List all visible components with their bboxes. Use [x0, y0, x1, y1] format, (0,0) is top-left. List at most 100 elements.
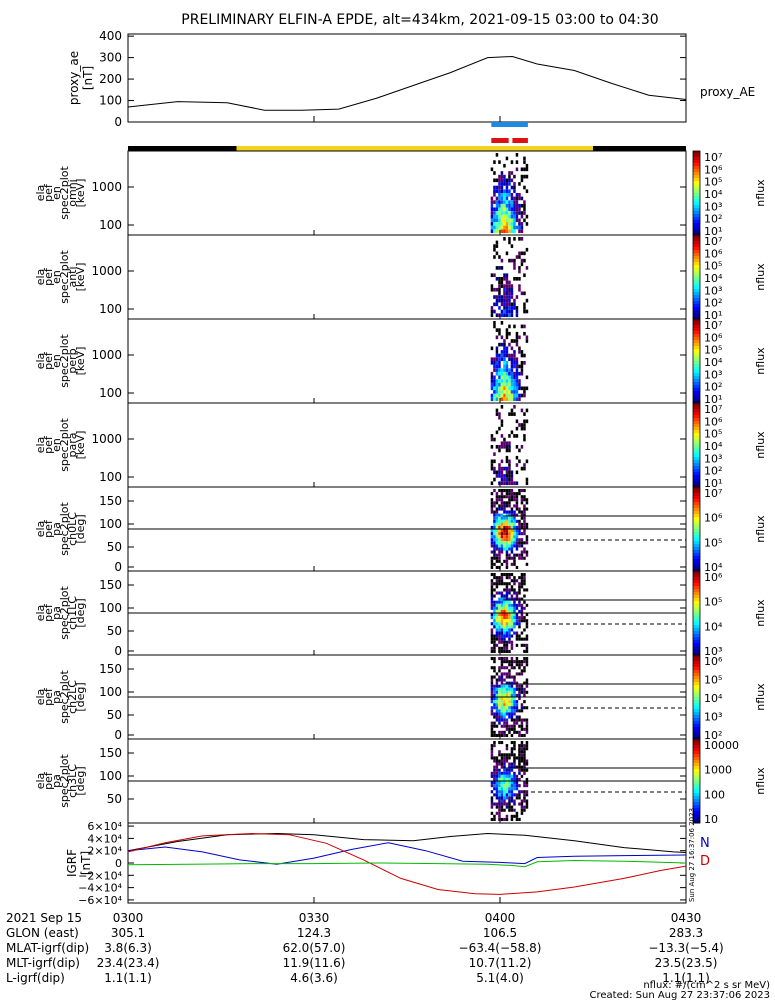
colorbar-segment [693, 328, 700, 332]
colorbar-frame [692, 738, 701, 824]
region-bar-day [236, 146, 593, 151]
spectrogram-cell [493, 759, 496, 763]
spectrogram-cell [523, 808, 526, 812]
spectrogram-cell [510, 522, 514, 526]
spectrogram-cell [498, 470, 501, 475]
colorbar-segment [693, 313, 700, 317]
spectrogram-cell [503, 229, 506, 234]
spectrogram-cell [498, 547, 501, 551]
panel-ylabel-line: ch3LC [66, 764, 79, 798]
spectrogram-cell [505, 397, 509, 402]
colorbar-segment [693, 475, 700, 479]
spectrogram-cell [500, 706, 504, 710]
colorbar-segment [693, 643, 700, 647]
colorbar-segment [693, 355, 700, 359]
spectrogram-cell [500, 603, 504, 607]
spectrogram-cell [525, 535, 529, 539]
colorbar-segment [693, 187, 700, 191]
colorbar-segment [693, 433, 700, 437]
spectrogram-cell [500, 733, 504, 737]
spectrogram-cell [510, 712, 514, 716]
spectrogram-cell [498, 606, 501, 610]
spectrogram-cell [493, 625, 496, 629]
panel-background [128, 151, 686, 235]
spectrogram-cell [495, 522, 499, 526]
spectrogram-cell [500, 419, 504, 424]
spectrogram-cell [500, 474, 504, 478]
spectrogram-cell [520, 579, 524, 583]
spectrogram-cell [500, 724, 504, 728]
spectrogram-cell [490, 375, 494, 380]
spectrogram-cell [493, 513, 496, 517]
spectrogram-cell [490, 700, 494, 704]
spectrogram-cell [495, 287, 499, 292]
spectrogram-cell [510, 489, 514, 493]
spectrogram-cell [503, 525, 506, 529]
spectrogram-cell [500, 295, 504, 299]
spectrogram-cell [490, 706, 494, 710]
spectrogram-cell [513, 200, 516, 204]
colorbar-segment [693, 790, 700, 794]
spectrogram-cell [493, 477, 496, 482]
colorbar-segment [693, 760, 700, 764]
spectrogram-cell [525, 298, 529, 303]
igrf-tick-label: 0 [115, 857, 122, 870]
panel-background [128, 403, 686, 487]
spectrogram-cell [508, 693, 511, 697]
spectrogram-cell [503, 277, 506, 281]
panel-tick-label: 150 [99, 578, 122, 592]
colorbar-tick-label: 10³ [704, 452, 722, 465]
spectrogram-cell [513, 559, 516, 563]
spectrogram-cell [510, 588, 514, 592]
spectrogram-cell [500, 634, 504, 638]
spectrogram-cell [495, 532, 499, 536]
panel-tick-label: 50 [107, 540, 122, 554]
spectrogram-cell [510, 768, 514, 772]
colorbar-tick-label: 10⁶ [704, 512, 723, 525]
spectrogram-cell [503, 718, 506, 722]
spectrogram-cell [505, 666, 509, 670]
colorbar-segment [693, 241, 700, 245]
spectrogram-cell [508, 640, 511, 644]
spectrogram-cell [495, 397, 499, 402]
igrf-legend-n: N [700, 836, 710, 851]
spectrogram-cell [503, 784, 506, 788]
spectrogram-cell [508, 397, 511, 402]
spectrogram-cell [500, 504, 504, 508]
spectrogram-cell [520, 744, 524, 748]
spectrogram-cell [503, 756, 506, 760]
spectrogram-cell [498, 753, 501, 757]
spectrogram-cell [518, 211, 521, 215]
spectrogram-cell [500, 189, 504, 194]
spectrogram-cell [515, 616, 519, 620]
spectrogram-cell [520, 364, 524, 369]
spectrogram-cell [503, 762, 506, 766]
spectrogram-cell [520, 426, 524, 431]
spectrogram-cell [523, 218, 526, 223]
colorbar-segment [693, 505, 700, 509]
spectrogram-cell [518, 525, 521, 529]
spectrogram-cell [515, 371, 519, 376]
spectrogram-cell [510, 390, 514, 394]
spectrogram-cell [523, 790, 526, 794]
spectrogram-cell [505, 535, 509, 539]
spectrogram-cell [503, 690, 506, 694]
footer-value: 1.1(1.1) [104, 971, 152, 985]
spectrogram-cell [508, 591, 511, 595]
spectrogram-cell [505, 284, 509, 288]
spectrogram-cell [518, 386, 521, 391]
spectrogram-cell [490, 799, 494, 803]
spectrogram-cell [500, 495, 504, 499]
colorbar-segment [693, 319, 700, 323]
spectrogram-cell [503, 643, 506, 647]
spectrogram-cell [493, 697, 496, 701]
spectrogram-cell [505, 774, 509, 778]
spectrogram-cell [513, 681, 516, 685]
panel-tick-label: 150 [99, 746, 122, 760]
spectrogram-cell [510, 613, 514, 617]
colorbar-segment [693, 652, 700, 656]
colorbar-segment [693, 178, 700, 182]
spectrogram-cell [510, 619, 514, 623]
spectrogram-cell [505, 565, 509, 569]
